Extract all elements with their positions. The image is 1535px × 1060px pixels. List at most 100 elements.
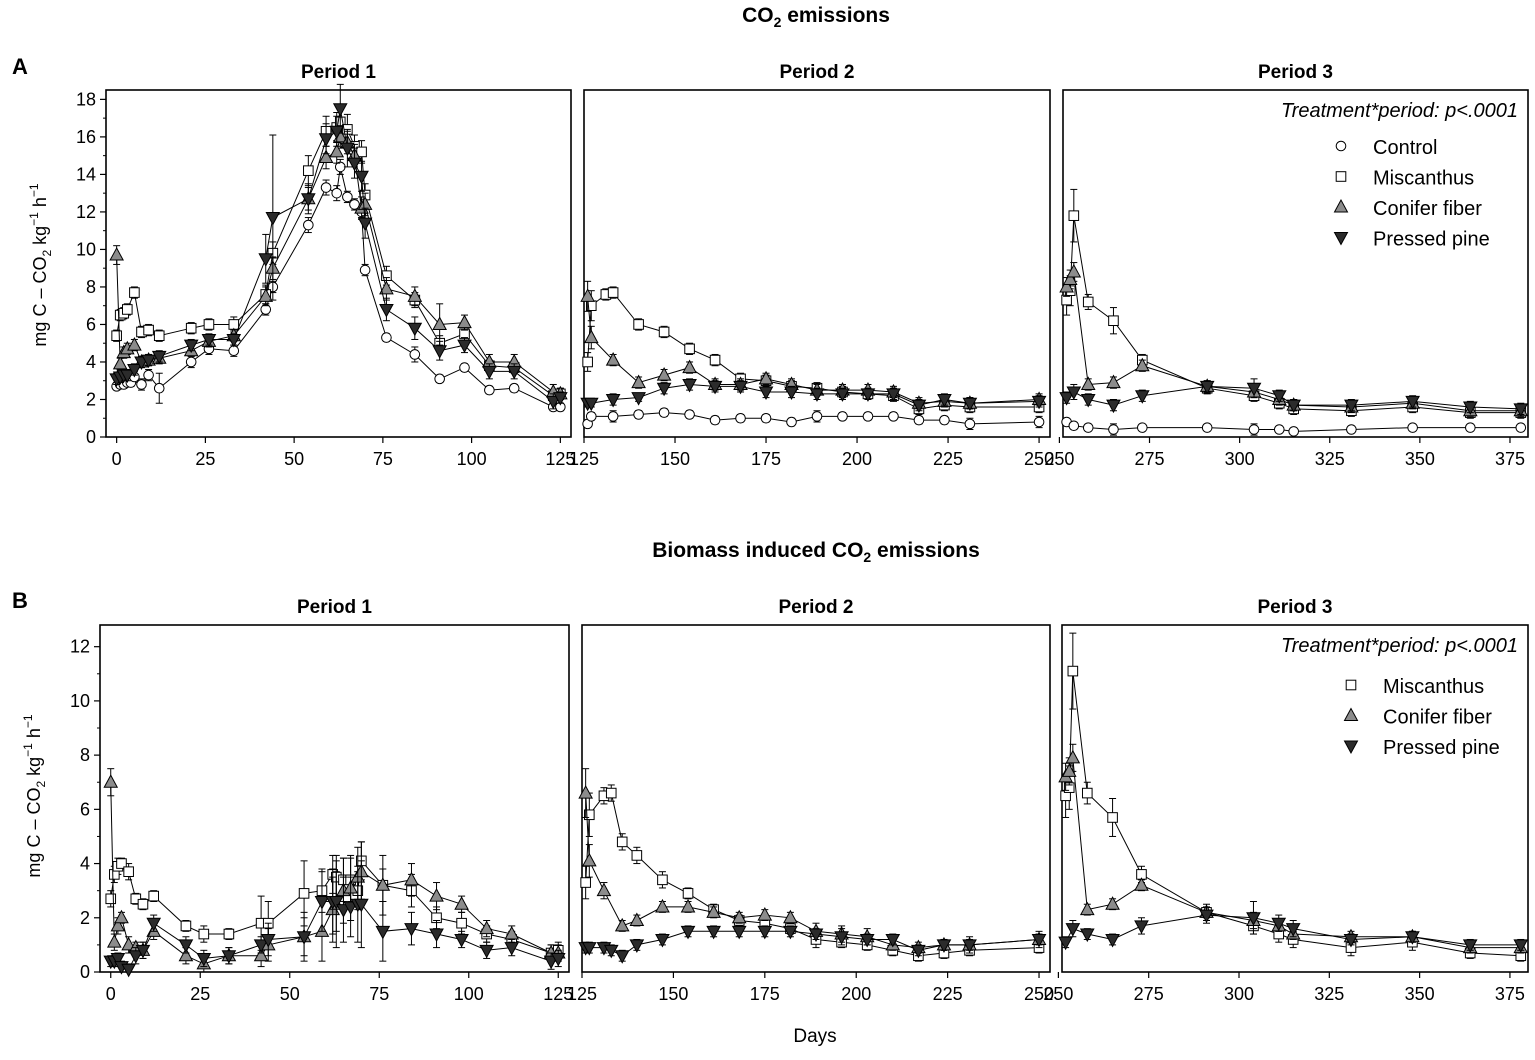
chart-b-p2-point-conifer-fiber: [629, 912, 645, 926]
chart-b-ylabel: mg C – CO2 kg−1 h−1: [21, 714, 48, 877]
chart-b-p2-point-conifer-fiber: [578, 785, 593, 799]
chart-b-p1-title: Period 1: [297, 597, 372, 618]
chart-b-p2-line-conifer-fiber: [585, 793, 1040, 949]
chart-b-p1-point-conifer-fiber: [106, 934, 122, 948]
chart-a-p2-point-control: [811, 411, 823, 422]
chart-b-p2-point-pressed-pine: [629, 939, 645, 953]
chart-b-p1-frame: [99, 624, 570, 973]
chart-b-p1-point-pressed-pine: [146, 917, 162, 932]
chart-a-p1-point-pressed-pine: [127, 363, 142, 378]
chart-a-p1-point-control: [185, 356, 197, 368]
chart-a-p2-point-control: [1033, 416, 1045, 428]
chart-a-p3-point-miscanthus: [1108, 315, 1119, 327]
legend-marker-miscanthus: [1345, 679, 1357, 691]
chart-a-p2-point-control: [964, 418, 976, 430]
chart-a-p2-point-miscanthus: [658, 326, 670, 338]
chart-b-p3-xtick-label: 250: [1043, 984, 1073, 1004]
legend-label-conifer-fiber: Conifer fiber: [1373, 198, 1482, 220]
legend-label-miscanthus: Miscanthus: [1383, 676, 1484, 698]
legend-label-pressed-pine: Pressed pine: [1383, 737, 1500, 759]
chart-b-p1-point-miscanthus: [130, 893, 142, 905]
chart-a-p1-point-pressed-pine: [432, 345, 448, 359]
chart-a-p3-line-conifer-fiber: [1066, 270, 1521, 412]
chart-b-p1-point-conifer-fiber: [110, 917, 126, 932]
chart-a-p3-series-miscanthus: [1061, 188, 1527, 419]
chart-b-p3-point-pressed-pine: [1246, 912, 1261, 926]
chart-b-p3-xtick-label: 375: [1495, 984, 1525, 1004]
chart-a-p2-series-pressed-pine: [580, 378, 1047, 414]
chart-a-p3-point-pressed-pine: [1271, 390, 1287, 404]
chart-b-p3-point-conifer-fiber: [1134, 877, 1149, 891]
chart-a-p1-point-pressed-pine: [226, 333, 242, 348]
chart-a-period-2-panel: Period 2 125 150 175 200 225 250: [569, 62, 1054, 469]
chart-a-p2-point-pressed-pine: [886, 388, 901, 402]
chart-b-p2-series-conifer-fiber: [578, 768, 1047, 954]
chart-a-p3-line-miscanthus: [1066, 215, 1521, 414]
chart-a-p2-xtick-label: 175: [751, 449, 781, 469]
chart-b-period-2-panel: Period 2 125 150 175 200 225 250: [567, 597, 1054, 1004]
chart-b-p2-point-miscanthus: [657, 874, 668, 886]
chart-b-p2-xtick-label: 175: [750, 984, 780, 1004]
chart-a-p3-xtick-label: 300: [1225, 449, 1255, 469]
chart-a-p1-point-conifer-fiber: [112, 355, 128, 370]
chart-a-p1-line-conifer-fiber: [116, 136, 561, 395]
chart-a-p1-point-miscanthus: [185, 322, 197, 334]
chart-b-p2-point-pressed-pine: [885, 933, 901, 948]
chart-b-period-1-panel: Period 1 0 25 50 75 100 125 0 2 4 6 8 10 12: [70, 597, 573, 1004]
chart-a-period-3-panel: Period 3 250 275 300 325 350 375 Treatment*peri…: [1044, 62, 1529, 469]
legend-label-pressed-pine: Pressed pine: [1373, 229, 1490, 251]
chart-b-p3-xtick-label: 300: [1224, 984, 1254, 1004]
chart-a-p3-point-conifer-fiber: [1134, 357, 1150, 372]
legend-marker-miscanthus: [1335, 171, 1347, 182]
chart-b-p3-series-pressed-pine: [1058, 901, 1529, 953]
legend-marker-pressed-pine: [1343, 740, 1359, 755]
chart-b-p1-xtick-label: 75: [369, 984, 389, 1004]
chart-a-p3-point-control: [1465, 422, 1476, 433]
chart-a-p2-point-miscanthus: [709, 354, 721, 366]
chart-b-p1-xtick-label: 50: [280, 984, 300, 1004]
chart-a-p1-point-control: [508, 382, 520, 394]
chart-a-p1-point-pressed-pine: [482, 365, 497, 380]
chart-a-p1-point-pressed-pine: [379, 303, 394, 318]
chart-b-p2-point-miscanthus: [631, 850, 643, 861]
chart-b-p3-xtick-label: 325: [1314, 984, 1344, 1004]
chart-a-ylabel: mg C – CO2 kg−1 h−1: [27, 183, 54, 346]
chart-a-p3-point-pressed-pine: [1344, 399, 1359, 414]
chart-a-p1-ytick-label: 2: [86, 389, 96, 409]
chart-a-p1-ytick-label: 6: [86, 314, 96, 334]
chart-a-p3-point-conifer-fiber: [1059, 278, 1074, 293]
chart-a-p1-point-miscanthus: [153, 330, 165, 342]
chart-a-p2-point-control: [684, 409, 695, 420]
chart-b-p3-point-pressed-pine: [1343, 933, 1359, 948]
chart-b-p3-xtick-label: 275: [1134, 984, 1164, 1004]
chart-a-p1-ytick-label: 14: [76, 164, 96, 184]
chart-a-p3-point-control: [1346, 424, 1357, 435]
chart-b-p2-point-conifer-fiber: [757, 907, 773, 921]
chart-a-p3-xtick-label: 350: [1405, 449, 1435, 469]
chart-a-p1-point-conifer-fiber: [407, 288, 423, 302]
chart-a-p3-point-control: [1515, 422, 1527, 433]
chart-a-p1-point-conifer-fiber: [329, 143, 345, 158]
chart-b-p1-ytick-label: 2: [80, 908, 90, 928]
chart-a-p3-point-pressed-pine: [1246, 382, 1262, 397]
chart-a-p1-point-pressed-pine: [258, 253, 274, 267]
chart-b-p1-xtick-label: 125: [543, 984, 573, 1004]
chart-b-p2-point-conifer-fiber: [731, 909, 747, 924]
chart-a-p2-point-miscanthus: [684, 343, 695, 355]
chart-b-p1-point-pressed-pine: [121, 963, 136, 978]
chart-a-p2-point-control: [735, 412, 746, 424]
panel-letter-a: A: [12, 54, 28, 79]
chart-a-p1-point-control: [143, 369, 154, 381]
chart-a-p2-point-control: [709, 414, 721, 426]
legend-label-control: Control: [1373, 137, 1437, 159]
chart-a-p2-xtick-label: 250: [1024, 449, 1054, 469]
chart-a-p1-point-conifer-fiber: [127, 337, 142, 351]
chart-a-p1-point-control: [434, 373, 445, 385]
chart-a-p2-point-pressed-pine: [682, 378, 697, 393]
chart-a-p1-point-pressed-pine: [318, 133, 334, 147]
chart-b-p1-point-pressed-pine: [110, 952, 126, 967]
chart-a-p2-xtick-label: 125: [569, 449, 599, 469]
chart-a-p2-point-conifer-fiber: [631, 374, 646, 389]
chart-a-p1-series-pressed-pine: [109, 83, 568, 410]
chart-a-p3-legend: Control Miscanthus Conifer fiber Pressed pi…: [1333, 137, 1490, 251]
